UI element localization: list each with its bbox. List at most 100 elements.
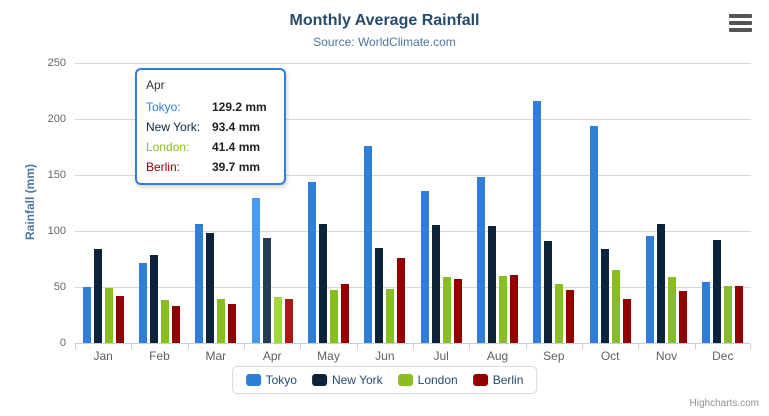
bar-tokyo-jun[interactable]	[364, 145, 373, 343]
column-group-aug	[469, 63, 525, 343]
plot-area	[75, 63, 751, 349]
gridline-50	[75, 287, 751, 288]
bar-berlin-nov[interactable]	[678, 290, 687, 343]
bar-berlin-apr[interactable]	[284, 298, 293, 343]
x-axis-label-dec: Dec	[712, 349, 734, 363]
bar-new-york-feb[interactable]	[149, 254, 158, 343]
y-axis-label-100: 100	[47, 225, 66, 237]
bar-london-mar[interactable]	[217, 298, 226, 343]
legend-swatch-tokyo	[245, 374, 261, 386]
bar-new-york-oct[interactable]	[600, 249, 609, 343]
y-axis-label-0: 0	[59, 337, 66, 349]
x-axis-label-aug: Aug	[486, 349, 509, 363]
bar-new-york-jun[interactable]	[375, 248, 384, 343]
legend-label: Berlin	[492, 373, 524, 387]
bar-london-nov[interactable]	[667, 276, 676, 343]
tooltip-series-name: New York:	[146, 120, 201, 134]
bar-new-york-aug[interactable]	[487, 226, 496, 343]
legend-item-london[interactable]: London	[397, 373, 458, 387]
x-axis-tick	[750, 344, 751, 349]
bar-berlin-jul[interactable]	[453, 278, 462, 343]
bar-london-sep[interactable]	[555, 284, 564, 343]
bar-london-feb[interactable]	[160, 299, 169, 343]
bar-tokyo-mar[interactable]	[195, 223, 204, 343]
tooltip-row-tokyo: Tokyo: 129.2 mm	[146, 97, 275, 117]
legend: Tokyo New York London Berlin	[231, 366, 538, 394]
bar-berlin-feb[interactable]	[171, 305, 180, 343]
x-axis-label-nov: Nov	[655, 349, 678, 363]
export-menu-button[interactable]	[727, 14, 753, 34]
column-group-dec	[695, 63, 751, 343]
x-axis-tick	[244, 344, 245, 349]
bar-london-jul[interactable]	[442, 276, 451, 343]
bar-new-york-sep[interactable]	[544, 240, 553, 343]
bar-tokyo-dec[interactable]	[702, 282, 711, 343]
tooltip-series-value: 39.7 mm	[212, 160, 261, 174]
bar-new-york-nov[interactable]	[656, 223, 665, 343]
bar-berlin-jan[interactable]	[115, 295, 124, 343]
bar-berlin-oct[interactable]	[622, 299, 631, 343]
bar-london-oct[interactable]	[611, 269, 620, 343]
bar-tokyo-sep[interactable]	[533, 100, 542, 343]
bar-berlin-jun[interactable]	[397, 258, 406, 343]
column-group-nov	[638, 63, 694, 343]
bar-berlin-aug[interactable]	[509, 275, 518, 343]
x-axis-label-jun: Jun	[375, 349, 395, 363]
bar-london-apr[interactable]	[273, 296, 282, 343]
legend-item-tokyo[interactable]: Tokyo	[245, 373, 297, 387]
bar-london-may[interactable]	[329, 290, 338, 343]
tooltip-series-name: Berlin:	[146, 160, 181, 174]
bar-london-jun[interactable]	[386, 288, 395, 343]
bar-berlin-sep[interactable]	[566, 289, 575, 343]
y-axis-label-150: 150	[47, 169, 66, 181]
bar-new-york-jan[interactable]	[93, 249, 102, 343]
bar-new-york-may[interactable]	[318, 224, 327, 343]
bar-berlin-may[interactable]	[340, 284, 349, 343]
bar-london-dec[interactable]	[724, 285, 733, 343]
x-axis-label-sep: Sep	[543, 349, 565, 363]
column-group-mar	[188, 63, 244, 343]
hamburger-icon	[728, 28, 752, 32]
x-axis-tick	[413, 344, 414, 349]
bar-tokyo-feb[interactable]	[138, 262, 147, 343]
bar-london-aug[interactable]	[498, 276, 507, 343]
y-axis-label-50: 50	[53, 281, 66, 293]
bar-tokyo-jan[interactable]	[82, 287, 91, 343]
bar-new-york-jul[interactable]	[431, 225, 440, 343]
tooltip-row-new-york: New York: 93.4 mm	[146, 117, 275, 137]
tooltip-series-value: 41.4 mm	[212, 140, 261, 154]
bar-tokyo-apr[interactable]	[251, 198, 260, 343]
legend-item-new-york[interactable]: New York	[311, 373, 383, 387]
bar-london-jan[interactable]	[104, 288, 113, 343]
hamburger-icon	[728, 21, 752, 25]
column-group-sep	[526, 63, 582, 343]
chart-subtitle: Source: WorldClimate.com	[313, 35, 456, 49]
x-axis-tick	[525, 344, 527, 349]
bar-tokyo-jul[interactable]	[420, 191, 429, 343]
bar-new-york-mar[interactable]	[206, 232, 215, 343]
column-group-jul	[413, 63, 469, 343]
legend-label: Tokyo	[265, 373, 297, 387]
credits-link[interactable]: Highcharts.com	[689, 398, 759, 409]
tooltip-series-name: London:	[146, 140, 190, 154]
bar-tokyo-may[interactable]	[307, 181, 316, 343]
legend-swatch-london	[397, 374, 413, 386]
column-group-feb	[131, 63, 187, 343]
x-axis-label-mar: Mar	[205, 349, 227, 363]
legend-item-berlin[interactable]: Berlin	[472, 373, 524, 387]
bar-tokyo-aug[interactable]	[476, 176, 485, 343]
x-axis-tick	[131, 344, 133, 349]
x-axis-label-may: May	[317, 349, 340, 363]
gridline-150	[75, 175, 751, 176]
legend-swatch-new-york	[311, 374, 327, 386]
bar-new-york-apr[interactable]	[262, 238, 271, 343]
bar-tokyo-oct[interactable]	[589, 125, 598, 343]
tooltip: Apr Tokyo: 129.2 mm New York: 93.4 mm London…	[135, 68, 286, 185]
bar-berlin-dec[interactable]	[735, 285, 744, 343]
x-axis-label-oct: Oct	[600, 349, 620, 363]
bar-new-york-dec[interactable]	[713, 239, 722, 343]
bar-berlin-mar[interactable]	[228, 304, 237, 343]
tooltip-series-name: Tokyo:	[146, 100, 181, 114]
bar-tokyo-nov[interactable]	[645, 235, 654, 343]
